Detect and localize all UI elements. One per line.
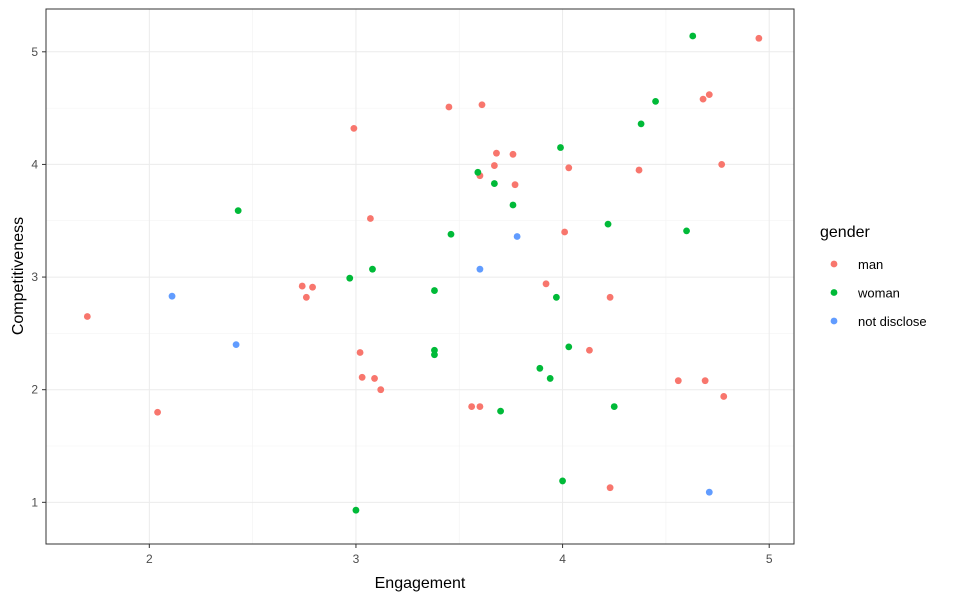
data-point [309,283,316,291]
panel-border [45,8,795,545]
data-point [637,120,645,128]
data-points [83,32,763,514]
data-point [604,220,612,228]
data-point [83,313,91,320]
data-point [674,377,682,385]
panel-background [46,9,794,544]
axis-ticks: 2 3 4 5 1 2 3 4 5 [31,45,773,566]
data-point [474,168,482,176]
data-point [346,274,354,282]
data-point [447,230,455,238]
data-point [476,403,484,410]
x-axis-title: Engagement [375,575,466,592]
x-tick-label: 4 [559,552,566,566]
y-tick-label: 3 [31,270,38,284]
data-point [493,149,500,157]
data-point [377,386,385,394]
legend-key [830,289,838,296]
data-point [431,287,438,294]
data-point [509,201,517,209]
data-point [302,293,310,301]
data-point [352,506,360,514]
data-point [511,181,519,189]
data-point [720,393,728,400]
data-point [367,215,374,222]
data-point [610,403,618,410]
data-point [356,349,364,356]
data-point [234,207,242,215]
data-point [635,166,643,174]
data-point [168,292,176,300]
y-tick-label: 4 [31,157,38,171]
data-point [565,343,573,351]
y-axis-title: Competitiveness [10,217,27,335]
data-point [705,488,713,496]
data-point [371,375,378,382]
legend-key [830,317,838,325]
legend-key [830,260,838,268]
data-point [546,375,554,382]
x-tick-label: 2 [146,552,153,566]
data-point [718,161,726,168]
data-point [561,228,569,236]
data-point [557,144,564,151]
data-point [468,403,476,410]
data-point [358,373,366,381]
data-point [606,293,614,301]
data-point [445,103,453,111]
data-point [586,346,593,354]
y-tick-label: 1 [31,495,38,509]
data-point [701,377,709,385]
data-point [565,164,573,172]
data-point [497,407,504,415]
data-point [490,162,498,169]
data-point [232,341,240,349]
legend-title: gender [820,224,870,241]
data-point [683,227,690,235]
legend-label: woman [857,286,900,301]
data-point [689,32,697,40]
data-point [542,280,550,288]
legend: gender man woman not disclose [820,224,927,329]
data-point [755,34,763,42]
x-tick-label: 3 [353,552,360,566]
data-point [699,95,707,103]
legend-label: man [858,257,883,272]
y-tick-label: 2 [31,383,38,397]
y-tick-label: 5 [31,45,38,59]
data-point [490,180,498,187]
data-point [559,477,566,485]
data-point [431,351,438,359]
data-point [154,408,161,416]
data-point [552,293,560,301]
grid-lines [46,9,794,544]
x-tick-label: 5 [766,552,773,566]
data-point [652,97,659,105]
data-point [536,364,544,372]
legend-label: not disclose [858,314,927,329]
data-point [606,484,614,492]
data-point [369,265,376,273]
data-point [476,265,484,273]
data-point [298,282,306,290]
data-point [705,91,713,98]
data-point [478,101,486,109]
data-point [509,150,517,158]
data-point [350,124,358,132]
data-point [513,233,521,240]
